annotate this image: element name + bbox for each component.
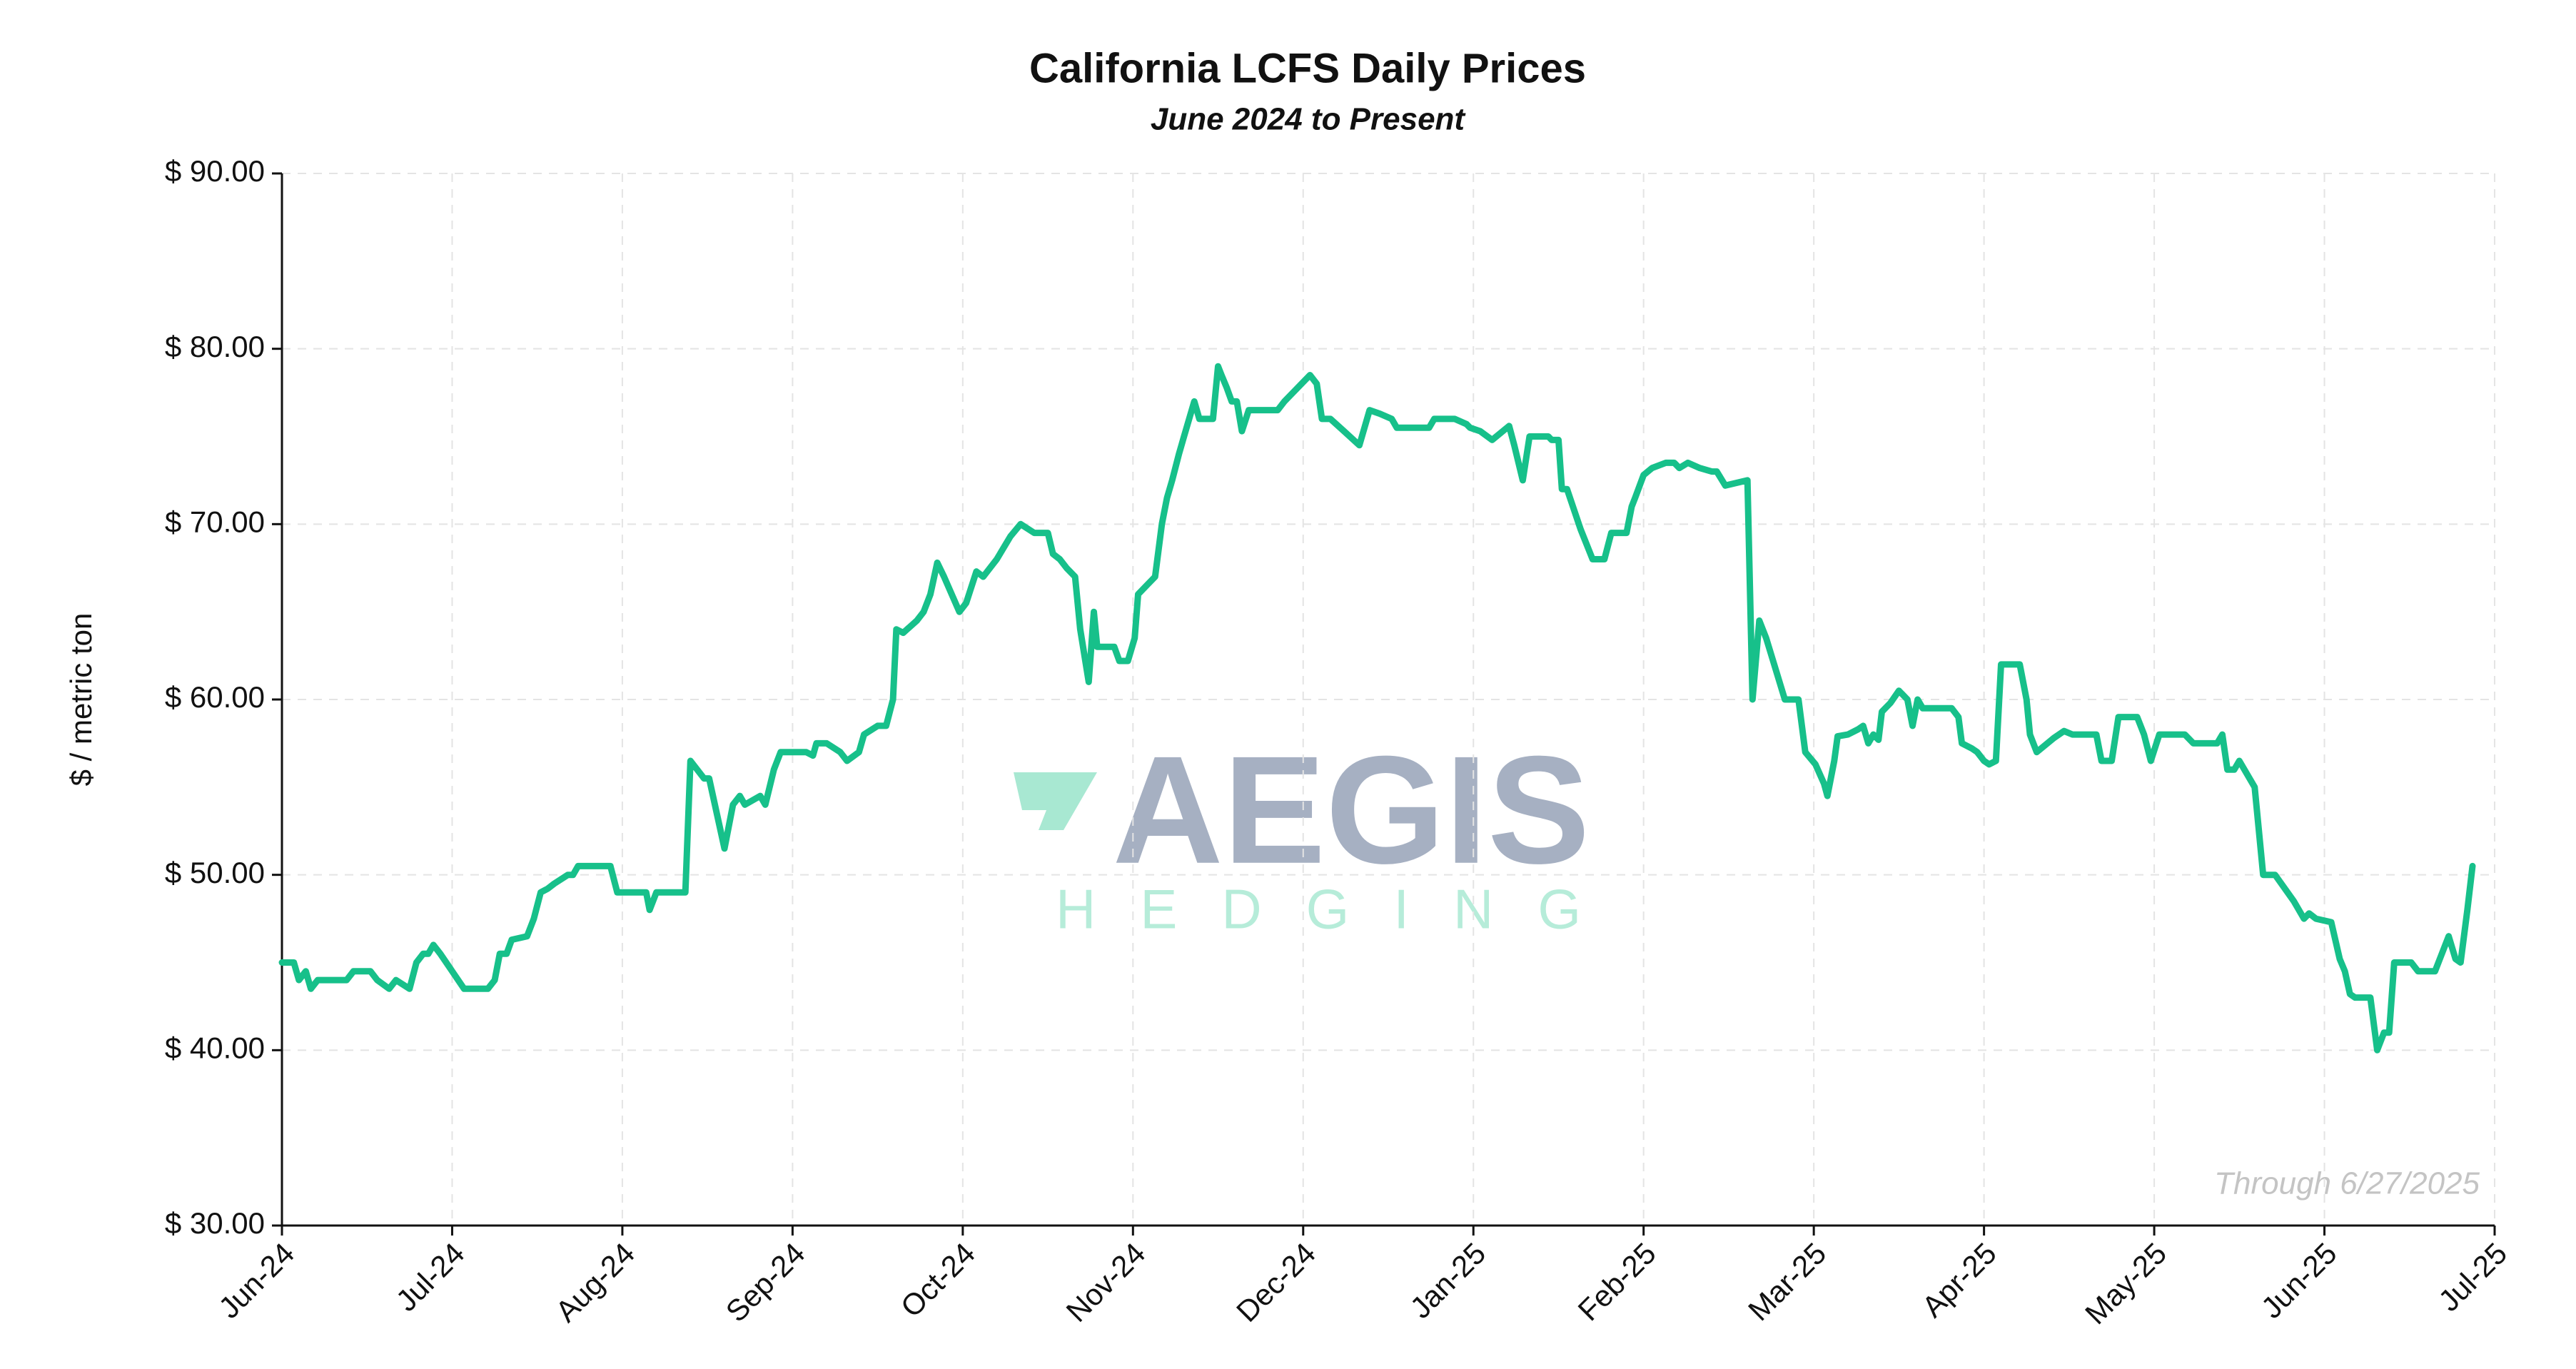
watermark-text: AEGIS	[1112, 724, 1590, 896]
x-tick-label: Jun-24	[212, 1236, 300, 1325]
x-tick-label: Oct-24	[894, 1236, 981, 1323]
watermark: AEGIS HEDGING	[1014, 724, 1625, 941]
watermark-subtext: HEDGING	[1056, 878, 1625, 941]
x-tick-label: Jun-25	[2255, 1236, 2343, 1325]
y-tick-label: $ 90.00	[165, 154, 265, 188]
x-tick-label: Jul-24	[390, 1236, 471, 1318]
y-tick-label: $ 60.00	[165, 680, 265, 714]
x-tick-label: Aug-24	[549, 1236, 641, 1328]
y-tick-label: $ 50.00	[165, 856, 265, 889]
watermark-logo	[1014, 772, 1097, 830]
x-tick-label: Feb-25	[1572, 1236, 1662, 1327]
x-tick-label: Dec-24	[1230, 1236, 1322, 1328]
y-tick-label: $ 80.00	[165, 330, 265, 363]
x-tick-label: Nov-24	[1060, 1236, 1152, 1328]
chart-title: California LCFS Daily Prices	[1029, 45, 1586, 91]
y-axis-label: $ / metric ton	[64, 613, 98, 787]
x-tick-label: May-25	[2079, 1236, 2173, 1330]
y-tick-label: $ 70.00	[165, 505, 265, 538]
x-tick-label: Apr-25	[1915, 1236, 2002, 1323]
annotation: Through 6/27/2025	[2214, 1166, 2480, 1201]
chart-subtitle: June 2024 to Present	[1151, 102, 1467, 137]
x-tick-label: Mar-25	[1742, 1236, 1832, 1327]
x-tick-label: Jul-25	[2432, 1236, 2513, 1318]
y-tick-label: $ 30.00	[165, 1206, 265, 1240]
price-line	[278, 363, 2476, 1054]
y-tick-label: $ 40.00	[165, 1031, 265, 1064]
x-tick-label: Jan-25	[1403, 1236, 1492, 1325]
x-tick-label: Sep-24	[719, 1236, 812, 1328]
